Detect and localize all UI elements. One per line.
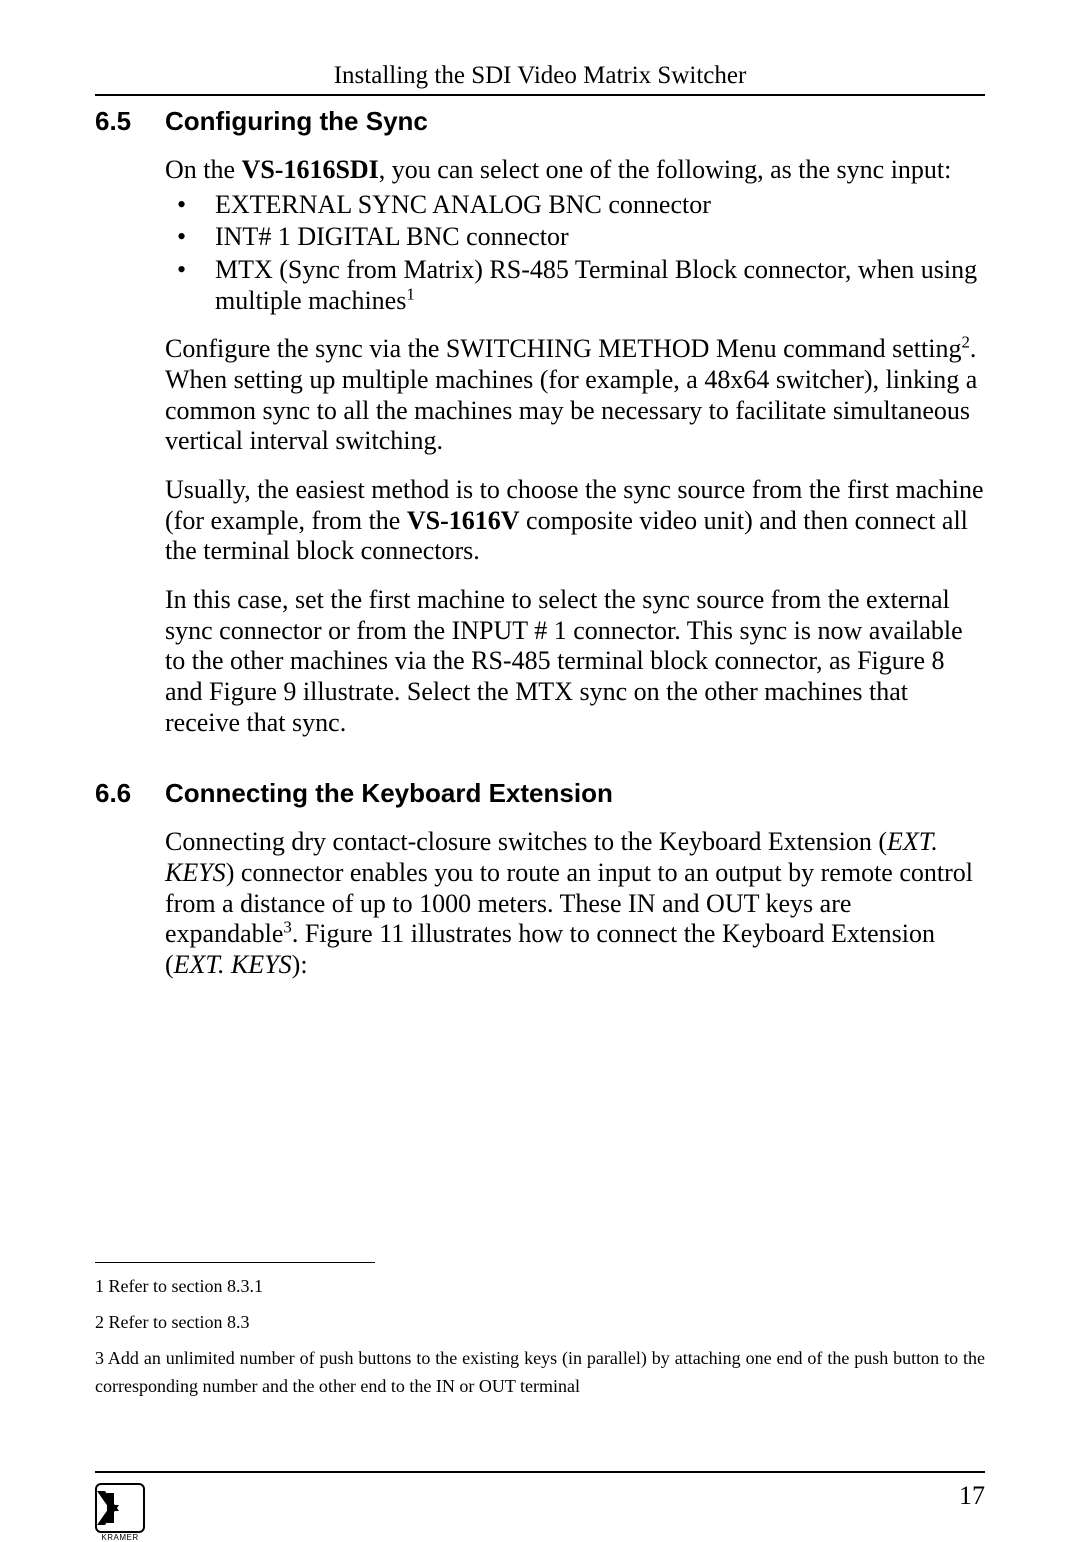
text: Configure the sync via the SWITCHING MET… [165,334,961,363]
section-heading-6-6: 6.6 Connecting the Keyboard Extension [95,778,985,809]
text: MTX (Sync from Matrix) RS-485 Terminal B… [215,255,977,315]
section-title: Configuring the Sync [165,106,428,137]
footnote-ref: 2 [961,333,969,352]
section-6-5-body: On the VS-1616SDI, you can select one of… [165,155,985,738]
list-item: EXTERNAL SYNC ANALOG BNC connector [165,190,985,221]
footnote-ref: 3 [283,918,291,937]
logo-caption: KRAMER [95,1533,145,1542]
product-name: VS-1616V [407,506,520,535]
running-header: Installing the SDI Video Matrix Switcher [95,62,985,90]
intro-paragraph: On the VS-1616SDI, you can select one of… [165,155,985,186]
paragraph: Usually, the easiest method is to choose… [165,475,985,567]
page-footer: 17 KRAMER [95,1471,985,1481]
footer-rule [95,1471,985,1473]
sync-options-list: EXTERNAL SYNC ANALOG BNC connector INT# … [165,190,985,317]
section-6-6-body: Connecting dry contact-closure switches … [165,827,985,980]
logo-glyph [105,1493,135,1523]
footnote-3: 3 Add an unlimited number of push button… [95,1345,985,1401]
paragraph: In this case, set the first machine to s… [165,585,985,738]
italic-term: EXT. KEYS [174,950,292,979]
text: Connecting dry contact-closure switches … [165,827,887,856]
header-rule [95,94,985,96]
page: Installing the SDI Video Matrix Switcher… [0,0,1080,1529]
list-item: MTX (Sync from Matrix) RS-485 Terminal B… [165,255,985,316]
text: , you can select one of the following, a… [379,155,952,184]
kramer-logo [95,1483,145,1533]
paragraph: Connecting dry contact-closure switches … [165,827,985,980]
product-name: VS-1616SDI [242,155,379,184]
list-item: INT# 1 DIGITAL BNC connector [165,222,985,253]
footnote-ref: 1 [406,284,414,303]
page-number: 17 [959,1481,985,1511]
section-title: Connecting the Keyboard Extension [165,778,613,809]
section-number: 6.5 [95,106,165,137]
section-heading-6-5: 6.5 Configuring the Sync [95,106,985,137]
footnotes: 1 Refer to section 8.3.1 2 Refer to sect… [95,1262,985,1409]
text: ): [292,950,308,979]
footnote-separator [95,1262,375,1263]
footnote-2: 2 Refer to section 8.3 [95,1309,985,1337]
section-number: 6.6 [95,778,165,809]
footnote-1: 1 Refer to section 8.3.1 [95,1273,985,1301]
paragraph: Configure the sync via the SWITCHING MET… [165,334,985,457]
text: On the [165,155,242,184]
